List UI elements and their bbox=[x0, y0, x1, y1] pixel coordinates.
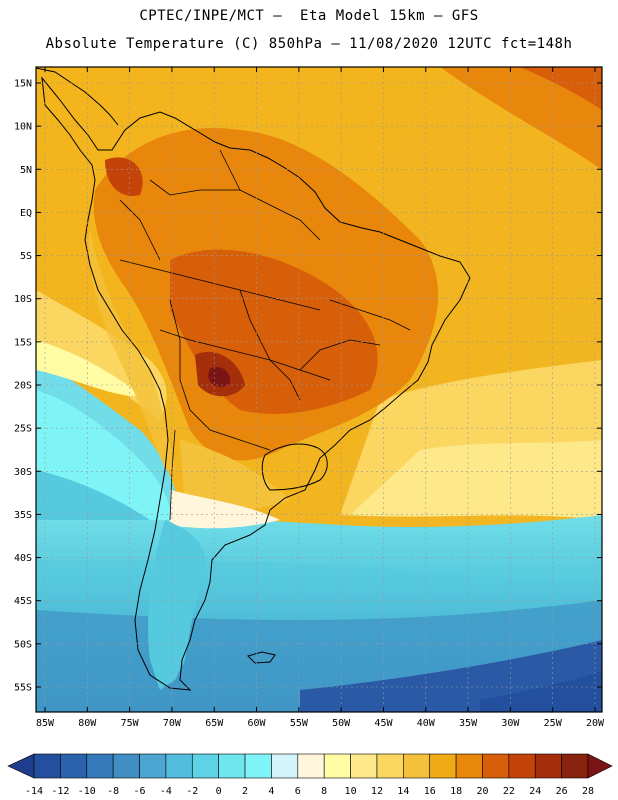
lat-label: 15N bbox=[14, 79, 32, 90]
colorbar-swatch bbox=[112, 753, 140, 779]
map-frame bbox=[35, 66, 603, 713]
lat-label: 20S bbox=[14, 381, 32, 392]
lat-label: 10S bbox=[14, 294, 32, 305]
lon-label: 25W bbox=[544, 718, 563, 729]
title-line-1: CPTEC/INPE/MCT – Eta Model 15km – GFS bbox=[139, 8, 479, 24]
colorbar-label: 0 bbox=[216, 786, 222, 797]
colorbar-label: -14 bbox=[25, 786, 43, 797]
lat-label: 35S bbox=[14, 510, 32, 521]
colorbar-low-arrow bbox=[7, 753, 35, 779]
colorbar-label: 16 bbox=[424, 786, 436, 797]
colorbar-swatch bbox=[86, 753, 114, 779]
colorbar-label: -8 bbox=[107, 786, 119, 797]
colorbar-swatch bbox=[534, 753, 562, 779]
lat-label: 15S bbox=[14, 337, 32, 348]
colorbar-label: 14 bbox=[397, 786, 409, 797]
lon-label: 75W bbox=[121, 718, 140, 729]
colorbar-swatch bbox=[165, 753, 193, 779]
colorbar-label: -6 bbox=[134, 786, 146, 797]
temperature-field bbox=[36, 67, 602, 712]
colorbar-label: 26 bbox=[556, 786, 568, 797]
colorbar bbox=[7, 753, 613, 779]
lat-label: 5S bbox=[20, 251, 32, 262]
colorbar-label: 8 bbox=[321, 786, 327, 797]
colorbar-swatch bbox=[508, 753, 536, 779]
lon-label: 40W bbox=[417, 718, 436, 729]
colorbar-label: -4 bbox=[160, 786, 172, 797]
south-america-coastline bbox=[41, 76, 471, 691]
colorbar-label: 10 bbox=[345, 786, 357, 797]
colorbar-label: 22 bbox=[503, 786, 515, 797]
title-line-2: Absolute Temperature (C) 850hPa – 11/08/… bbox=[45, 36, 573, 52]
colorbar-swatch bbox=[139, 753, 167, 779]
graticule bbox=[36, 67, 602, 712]
lon-label: 65W bbox=[205, 718, 224, 729]
lon-label: 60W bbox=[248, 718, 267, 729]
colorbar-swatch bbox=[403, 753, 431, 779]
colorbar-label: 20 bbox=[476, 786, 488, 797]
colorbar-swatch bbox=[218, 753, 246, 779]
lon-label: 35W bbox=[459, 718, 478, 729]
lon-label: 20W bbox=[586, 718, 605, 729]
colorbar-swatch bbox=[323, 753, 351, 779]
colorbar-swatch bbox=[191, 753, 219, 779]
colorbar-swatch bbox=[297, 753, 325, 779]
lat-label: EQ bbox=[20, 208, 32, 219]
colorbar-swatch bbox=[350, 753, 378, 779]
colorbar-swatch bbox=[376, 753, 404, 779]
colorbar-label: -10 bbox=[78, 786, 96, 797]
country-borders bbox=[119, 149, 411, 521]
lon-label: 85W bbox=[36, 718, 55, 729]
lon-label: 45W bbox=[374, 718, 393, 729]
lon-label: 55W bbox=[290, 718, 309, 729]
colorbar-swatch bbox=[244, 753, 272, 779]
lat-label: 55S bbox=[14, 683, 32, 694]
lat-label: 5N bbox=[20, 165, 32, 176]
colorbar-label: 2 bbox=[242, 786, 248, 797]
lon-label: 80W bbox=[78, 718, 97, 729]
colorbar-label: 18 bbox=[450, 786, 462, 797]
lat-label: 45S bbox=[14, 596, 32, 607]
colorbar-swatch bbox=[271, 753, 299, 779]
colorbar-high-arrow bbox=[587, 753, 613, 779]
lon-label: 70W bbox=[163, 718, 182, 729]
colorbar-label: -2 bbox=[186, 786, 198, 797]
colorbar-label: 12 bbox=[371, 786, 383, 797]
lon-label: 50W bbox=[332, 718, 351, 729]
colorbar-label: 24 bbox=[529, 786, 541, 797]
colorbar-swatch bbox=[33, 753, 61, 779]
lon-label: 30W bbox=[501, 718, 520, 729]
colorbar-swatch bbox=[60, 753, 88, 779]
lat-label: 40S bbox=[14, 553, 32, 564]
colorbar-label: -12 bbox=[51, 786, 69, 797]
colorbar-swatch bbox=[455, 753, 483, 779]
lat-label: 10N bbox=[14, 122, 32, 133]
lat-label: 30S bbox=[14, 467, 32, 478]
lat-label: 50S bbox=[14, 639, 32, 650]
colorbar-label: 28 bbox=[582, 786, 594, 797]
colorbar-swatch bbox=[482, 753, 510, 779]
lat-label: 25S bbox=[14, 424, 32, 435]
colorbar-swatch bbox=[429, 753, 457, 779]
colorbar-label: 4 bbox=[268, 786, 274, 797]
colorbar-swatch bbox=[561, 753, 589, 779]
colorbar-label: 6 bbox=[295, 786, 301, 797]
